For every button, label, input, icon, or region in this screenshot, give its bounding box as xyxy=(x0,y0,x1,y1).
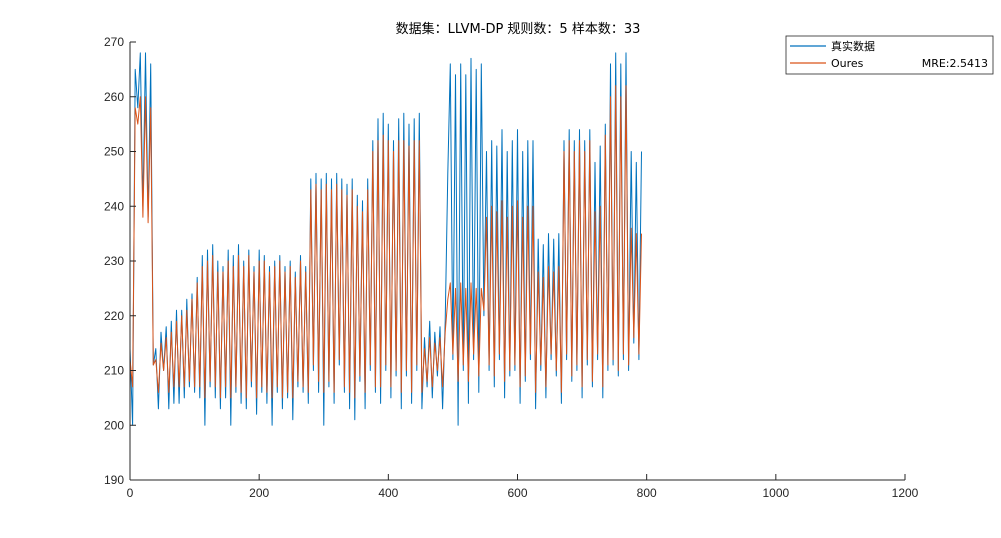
legend-label-series-1: 真实数据 xyxy=(831,39,875,53)
y-tick-label-240: 240 xyxy=(104,199,124,213)
series-layer xyxy=(129,52,642,426)
legend-box xyxy=(785,35,994,75)
x-tick-label-0: 0 xyxy=(127,486,134,500)
y-tick-label-220: 220 xyxy=(104,309,124,323)
y-tick-label-250: 250 xyxy=(104,145,124,159)
y-tick-label-190: 190 xyxy=(104,473,124,487)
axes: 0 200 400 600 800 1000 1200 190 200 210 220 230 240 2… xyxy=(104,35,919,500)
y-tick-label-210: 210 xyxy=(104,364,124,378)
legend-label-series-2: Oures xyxy=(831,57,864,70)
y-tick-label-260: 260 xyxy=(104,90,124,104)
y-tick-label-270: 270 xyxy=(104,35,124,49)
x-tick-label-200: 200 xyxy=(249,486,269,500)
x-tick-label-800: 800 xyxy=(637,486,657,500)
x-tick-label-1200: 1200 xyxy=(892,486,919,500)
legend: 真实数据 Oures MRE:2.5413 xyxy=(785,35,994,75)
chart-title: 数据集：LLVM-DP 规则数：5 样本数：33 xyxy=(396,21,641,37)
x-tick-label-400: 400 xyxy=(378,486,398,500)
y-tick-label-230: 230 xyxy=(104,254,124,268)
mre-annotation: MRE:2.5413 xyxy=(922,57,988,70)
y-tick-label-200: 200 xyxy=(104,418,124,432)
series-line-1 xyxy=(129,52,642,426)
x-tick-label-1000: 1000 xyxy=(762,486,789,500)
x-tick-label-600: 600 xyxy=(507,486,527,500)
plot-area: 0 200 400 600 800 1000 1200 190 200 210 220 230 240 2… xyxy=(104,35,919,500)
series-line-2 xyxy=(129,85,642,399)
